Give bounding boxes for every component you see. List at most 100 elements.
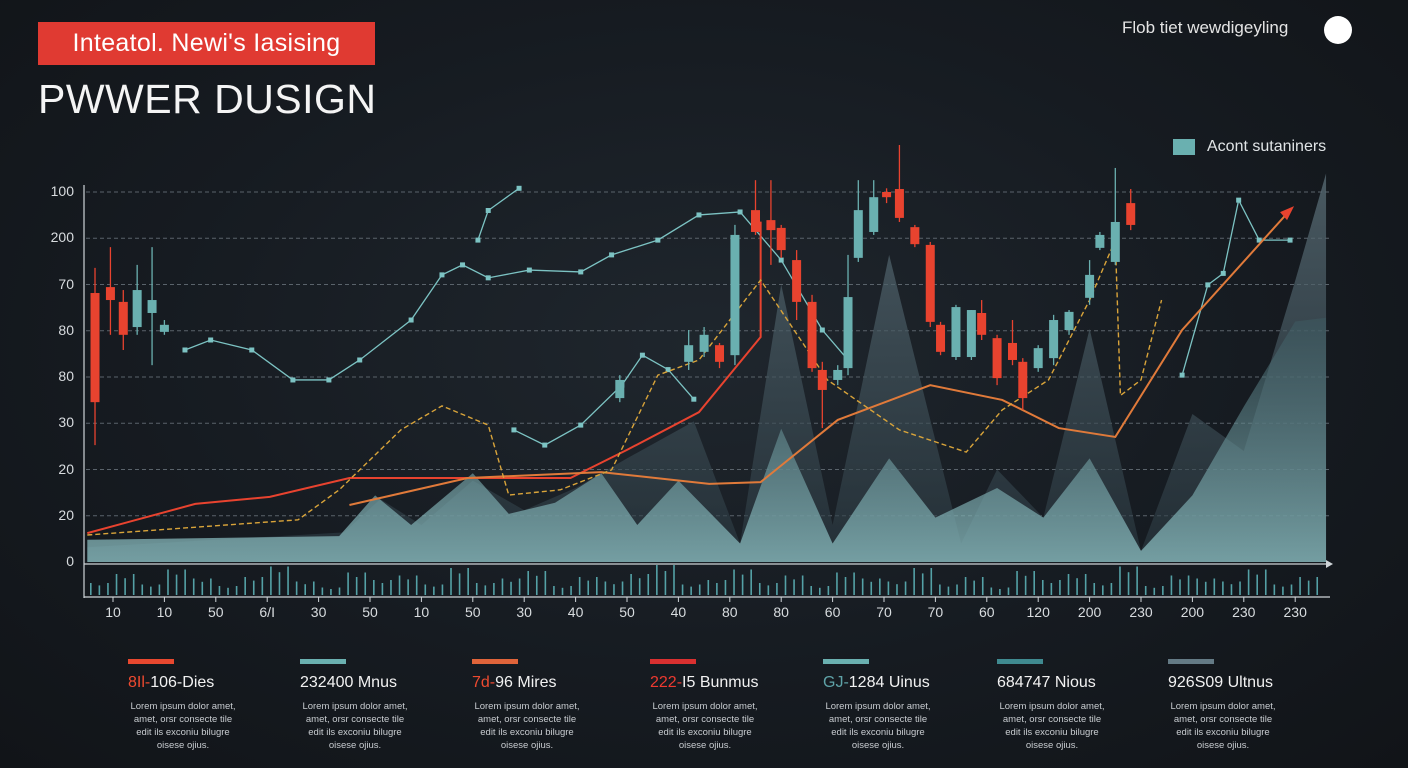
volume-bar — [158, 584, 161, 595]
volume-bar — [98, 585, 101, 595]
volume-bar — [939, 584, 941, 595]
line-marker — [526, 267, 532, 273]
volume-bar — [184, 569, 186, 595]
x-tick-label: 70 — [927, 604, 944, 620]
volume-bar — [904, 581, 907, 595]
volume-bar — [1119, 566, 1121, 595]
line-marker — [655, 237, 661, 243]
volume-bar — [390, 580, 392, 595]
volume-bar — [124, 578, 126, 595]
volume-bar — [861, 578, 864, 595]
volume-bar — [278, 572, 281, 595]
legend-swatch — [1173, 139, 1195, 155]
x-tick-label: 70 — [876, 604, 892, 620]
candle-body — [925, 244, 935, 322]
volume-bar — [1170, 575, 1173, 595]
volume-bar — [441, 584, 444, 595]
volume-bar — [330, 589, 332, 595]
x-tick-label: 40 — [567, 604, 584, 620]
legend-item-prefix: 7d- — [472, 674, 496, 691]
legend-item-description: Lorem ipsum dolor amet, amet, orsr conse… — [999, 701, 1105, 751]
volume-bar — [621, 581, 624, 595]
volume-bar — [270, 566, 272, 595]
line-marker — [439, 272, 445, 278]
volume-bar — [424, 584, 427, 595]
candle-body — [951, 307, 961, 358]
candle-body — [1064, 311, 1074, 331]
volume-bar — [1239, 581, 1241, 595]
page-title: PWWER DUSIGN — [38, 76, 377, 122]
volume-bar — [433, 586, 435, 595]
candle-body — [684, 345, 694, 362]
legend-item: 222-I5 Bunmus Lorem ipsum dolor amet, am… — [650, 659, 800, 752]
candle-body — [1126, 203, 1136, 225]
volume-bar — [733, 569, 735, 595]
dashed-line — [87, 239, 1163, 536]
legend-color-bar — [128, 659, 174, 664]
volume-bar — [201, 581, 204, 595]
volume-bar — [1041, 580, 1044, 595]
line-marker — [1256, 237, 1262, 243]
volume-bar — [1024, 575, 1027, 595]
line-marker — [696, 212, 702, 218]
volume-bar — [656, 565, 658, 595]
volume-bar — [501, 578, 504, 595]
volume-bar — [913, 568, 915, 595]
volume-bar — [518, 578, 521, 595]
volume-bar — [484, 585, 487, 595]
teal-line — [184, 211, 849, 381]
volume-bar — [741, 574, 744, 595]
volume-bar — [1230, 584, 1233, 595]
volume-bar — [141, 584, 144, 595]
volume-bar — [458, 573, 461, 595]
volume-bar — [1016, 571, 1018, 595]
volume-bar — [1110, 583, 1113, 595]
volume-bar — [1247, 569, 1250, 595]
volume-bar — [252, 580, 255, 595]
candle-body — [792, 260, 802, 302]
volume-bar — [930, 568, 933, 595]
legend-item-description: Lorem ipsum dolor amet, amet, orsr conse… — [1170, 701, 1276, 751]
y-tick-label: 80 — [58, 368, 74, 384]
x-tick-label: 10 — [413, 604, 430, 620]
candle-body — [730, 234, 740, 356]
x-tick-label: 230 — [1232, 604, 1256, 620]
candle-body — [715, 345, 725, 362]
volume-bar — [295, 581, 298, 595]
x-tick-label: 200 — [1180, 604, 1205, 620]
line-marker — [516, 185, 522, 191]
volume-bar — [990, 587, 993, 595]
line-marker — [182, 347, 188, 353]
x-tick-label: 30 — [516, 604, 532, 620]
candle-body — [132, 290, 142, 328]
legend-color-bar — [823, 659, 869, 664]
line-marker — [208, 337, 214, 343]
volume-bar — [115, 574, 118, 595]
legend-item-title: 926S09 Ultnus — [1168, 674, 1318, 692]
volume-bar — [467, 568, 469, 595]
x-tick-label: 50 — [465, 604, 481, 620]
volume-bar — [132, 574, 135, 595]
line-marker — [578, 269, 584, 275]
x-tick-label: 120 — [1026, 604, 1050, 620]
legend-item-title: 8Il-106-Dies — [128, 674, 278, 692]
volume-bar — [750, 569, 752, 595]
line-marker — [1236, 197, 1242, 203]
volume-bar — [690, 586, 692, 595]
line-marker — [778, 257, 784, 263]
volume-bar — [527, 571, 529, 595]
candle-body — [1095, 234, 1105, 248]
volume-bar — [1222, 581, 1224, 595]
line-marker — [357, 357, 363, 363]
legend-item: 7d-96 Mires Lorem ipsum dolor amet, amet… — [472, 659, 622, 752]
volume-bar — [707, 580, 710, 595]
status-dot-icon[interactable] — [1324, 16, 1352, 44]
volume-bar — [758, 583, 761, 595]
volume-bar — [673, 565, 675, 595]
x-tick-label: 230 — [1129, 604, 1153, 620]
volume-bar — [1084, 574, 1087, 595]
candle-body — [992, 338, 1002, 379]
volume-bar — [210, 578, 212, 595]
candle-body — [105, 287, 115, 301]
volume-bar — [1067, 574, 1070, 595]
